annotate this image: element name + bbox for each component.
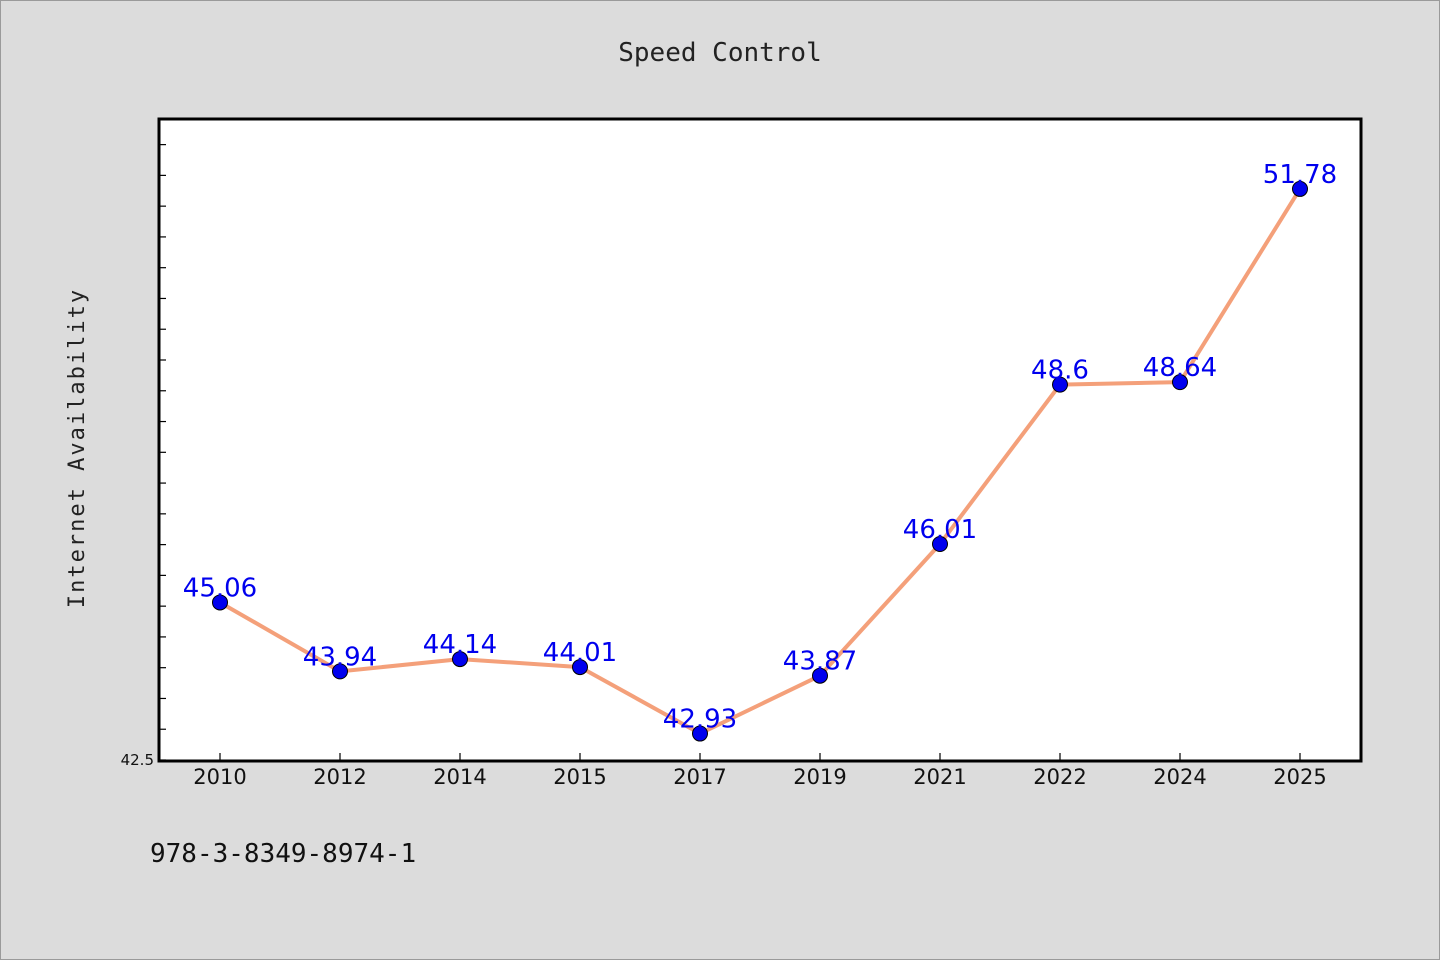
x-tick-label: 2021 [913,765,966,789]
x-tick-label: 2022 [1033,765,1086,789]
x-tick-label: 2025 [1273,765,1326,789]
x-tick-label: 2019 [793,765,846,789]
data-label: 51.78 [1263,160,1337,190]
data-label: 42.93 [663,705,737,735]
chart-title: Speed Control [618,38,822,68]
data-label: 45.06 [183,573,257,603]
footnote-isbn: 978-3-8349-8974-1 [150,839,416,869]
data-label: 48.64 [1143,353,1217,383]
x-tick-label: 2012 [313,765,366,789]
y-tick-label: 42.5 [121,751,154,769]
data-point [1052,376,1068,393]
data-point [332,663,348,680]
x-tick-label: 2015 [553,765,606,789]
data-point [692,725,708,742]
data-point [212,594,228,611]
data-label: 48.6 [1031,356,1089,386]
x-tick-label: 2024 [1153,765,1206,789]
series-line [219,187,1302,736]
data-point [932,536,948,552]
data-point [1172,374,1188,391]
data-label: 43.87 [783,647,857,677]
data-label: 46.01 [903,515,977,545]
data-point [572,659,588,676]
data-point [812,667,828,684]
x-tick-label: 2010 [193,765,246,789]
data-label: 43.94 [303,642,377,672]
x-tick-label: 2017 [673,765,726,789]
x-axis-ticks: 2010 2012 2014 2015 2017 2019 2021 2022 2024 2025 [193,753,1327,789]
data-label: 44.01 [543,638,617,668]
x-tick-label: 2014 [433,765,486,789]
data-point [1292,180,1308,197]
y-axis-ticks: 42.5 [121,144,166,769]
plot-area [157,117,1363,763]
data-point [452,651,468,668]
y-axis-label: Internet Availability [65,288,90,608]
data-label: 44.14 [423,630,497,660]
